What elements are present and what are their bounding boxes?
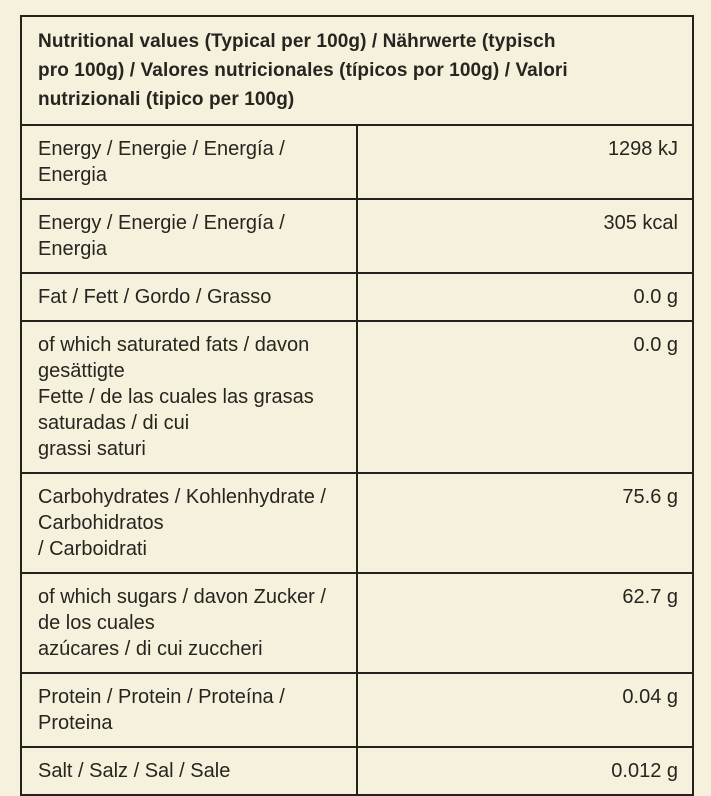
row-label: Energy / Energie / Energía / Energia: [20, 198, 358, 274]
header-row: Nutritional values (Typical per 100g) / …: [20, 15, 694, 126]
row-label: Fat / Fett / Gordo / Grasso: [20, 272, 358, 322]
nutrition-table-body: Energy / Energie / Energía / Energia 129…: [20, 124, 694, 796]
nutrition-facts-table: Nutritional values (Typical per 100g) / …: [20, 15, 694, 796]
table-row-salt: Salt / Salz / Sal / Sale 0.012 g: [20, 746, 694, 796]
row-value: 1298 kJ: [356, 124, 694, 200]
row-label: Energy / Energie / Energía / Energia: [20, 124, 358, 200]
row-value: 0.012 g: [356, 746, 694, 796]
row-label: Protein / Protein / Proteína / Proteina: [20, 672, 358, 748]
row-value: 62.7 g: [356, 572, 694, 674]
row-label: Salt / Salz / Sal / Sale: [20, 746, 358, 796]
row-value: 75.6 g: [356, 472, 694, 574]
table-row-sugars: of which sugars / davon Zucker / de los …: [20, 572, 694, 674]
row-value: 0.04 g: [356, 672, 694, 748]
row-value: 305 kcal: [356, 198, 694, 274]
table-row-protein: Protein / Protein / Proteína / Proteina …: [20, 672, 694, 748]
table-row-energy-kj: Energy / Energie / Energía / Energia 129…: [20, 124, 694, 200]
nutrition-table-title: Nutritional values (Typical per 100g) / …: [20, 15, 694, 126]
row-label: of which saturated fats / davon gesättig…: [20, 320, 358, 474]
table-row-carbohydrates: Carbohydrates / Kohlenhydrate / Carbohid…: [20, 472, 694, 574]
table-row-energy-kcal: Energy / Energie / Energía / Energia 305…: [20, 198, 694, 274]
nutrition-table-header: Nutritional values (Typical per 100g) / …: [20, 15, 694, 126]
row-label: Carbohydrates / Kohlenhydrate / Carbohid…: [20, 472, 358, 574]
row-label: of which sugars / davon Zucker / de los …: [20, 572, 358, 674]
table-row-saturated-fats: of which saturated fats / davon gesättig…: [20, 320, 694, 474]
row-value: 0.0 g: [356, 272, 694, 322]
table-row-fat: Fat / Fett / Gordo / Grasso 0.0 g: [20, 272, 694, 322]
row-value: 0.0 g: [356, 320, 694, 474]
